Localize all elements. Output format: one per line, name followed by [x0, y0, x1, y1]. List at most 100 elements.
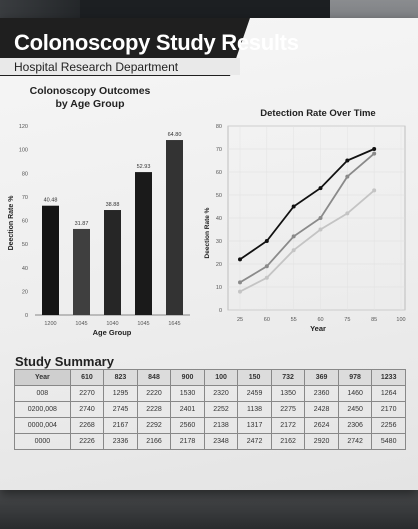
bar-chart-x-tick: 1045 [75, 321, 87, 327]
summary-table: Year 610 823 848 900 100 150 732 369 978 1233 008 2… [14, 369, 406, 450]
line-chart-y-tick: 20 [216, 262, 222, 268]
table-header-row: Year 610 823 848 900 100 150 732 369 978 1233 [14, 369, 406, 386]
bar-chart-x-tick: 1040 [106, 321, 118, 327]
bar-chart-y-tick: 80 [22, 171, 28, 177]
table-cell: 2275 [270, 401, 306, 418]
table-cell: 2256 [371, 417, 406, 434]
table-header-cell: 848 [136, 369, 172, 386]
table-cell: 0000,004 [14, 417, 71, 434]
data-point [238, 257, 242, 262]
table-header-cell: 900 [170, 369, 205, 386]
table-cell: 2172 [270, 417, 306, 434]
summary-title: Study Summary [15, 354, 114, 369]
page-subtitle: Hospital Research Department [14, 60, 179, 74]
data-point [372, 151, 377, 156]
series-line [239, 189, 375, 293]
bar-value-label: 40.48 [44, 198, 58, 204]
table-cell: 2228 [136, 401, 172, 418]
line-chart-x-tick: 100 [396, 317, 405, 323]
subtitle-strip [0, 58, 240, 75]
table-cell: 2740 [69, 401, 105, 418]
data-point [264, 264, 269, 269]
bar [42, 205, 59, 315]
line-chart-x-tick: 60 [264, 317, 270, 323]
line-chart-y-tick: 50 [216, 193, 222, 199]
table-cell: 2360 [304, 385, 339, 402]
line-chart-x-tick: 85 [371, 317, 377, 323]
line-chart-y-tick: 80 [216, 124, 222, 130]
data-point [291, 234, 296, 239]
table-cell: 2920 [304, 433, 339, 450]
bar-chart-x-tick: 1645 [168, 321, 180, 327]
table-header-cell: 823 [103, 369, 138, 386]
table-cell: 2348 [203, 433, 239, 450]
table-cell: 2459 [237, 385, 272, 402]
bar-chart-title: by Age Group [55, 98, 124, 110]
table-row: 0000,004 2268 2167 2292 2560 2138 1317 2172 2624… [14, 417, 406, 434]
table-header-cell: 1233 [371, 369, 406, 386]
line-chart-x-tick: 75 [344, 317, 350, 323]
table-row: 0200,008 2740 2745 2228 2401 2252 1138 2275 2428… [14, 401, 406, 418]
table-header-cell: 150 [237, 369, 272, 386]
table-cell: 2162 [270, 433, 306, 450]
line-chart-title: Detection Rate Over Time [260, 108, 375, 119]
bar-value-label: 38.88 [106, 202, 120, 208]
table-cell: 2268 [69, 417, 105, 434]
bar-chart-y-tick: 70 [22, 195, 28, 201]
bar [166, 140, 183, 315]
data-point [291, 248, 296, 253]
table-cell: 2320 [203, 385, 239, 402]
table-cell: 1317 [237, 417, 272, 434]
series-line [239, 148, 375, 261]
table-header-cell: 978 [337, 369, 373, 386]
table-body: 008 2270 1295 2220 1530 2320 2459 1350 2360 1460 1… [14, 385, 406, 450]
line-chart-x-tick: 55 [291, 317, 297, 323]
line-chart-x-label: Year [310, 324, 326, 333]
background-floor [0, 488, 418, 529]
table-cell: 5480 [371, 433, 406, 450]
table-cell: 2336 [103, 433, 138, 450]
bar-chart-x-tick: 1045 [137, 321, 149, 327]
table-cell: 2401 [170, 401, 205, 418]
data-point [238, 289, 242, 294]
table-cell: 2306 [337, 417, 373, 434]
table-cell: 2252 [203, 401, 239, 418]
table-cell: 0200,008 [14, 401, 71, 418]
line-chart-y-tick: 70 [216, 147, 222, 153]
data-point [264, 275, 269, 280]
table-cell: 1350 [270, 385, 306, 402]
data-point [238, 280, 242, 285]
table-cell: 0000 [14, 433, 71, 450]
bar-chart-y-tick: 0 [25, 313, 28, 319]
line-chart-y-label: Deection Rate % [204, 207, 211, 258]
line-chart-y-tick: 60 [216, 170, 222, 176]
data-point [291, 204, 296, 209]
data-point [318, 227, 323, 232]
table-cell: 2166 [136, 433, 172, 450]
line-chart-y-tick: 30 [216, 239, 222, 245]
line-chart-x-tick: 25 [237, 317, 243, 323]
table-cell: 2428 [304, 401, 339, 418]
table-header-year: Year [14, 369, 71, 386]
bar [104, 210, 121, 315]
table-cell: 2170 [371, 401, 406, 418]
table-header-cell: 732 [270, 369, 306, 386]
table-cell: 2472 [237, 433, 272, 450]
table-cell: 2270 [69, 385, 105, 402]
table-header-cell: 610 [69, 369, 105, 386]
line-chart-y-tick: 0 [219, 308, 222, 314]
table-cell: 1264 [371, 385, 406, 402]
table-cell: 2178 [170, 433, 205, 450]
table-cell: 2624 [304, 417, 339, 434]
bar-chart-y-tick: 120 [19, 124, 28, 130]
bar-chart-y-tick: 100 [19, 148, 28, 154]
bar-chart-x-label: Age Group [93, 328, 132, 337]
table-cell: 1530 [170, 385, 205, 402]
data-point [372, 188, 377, 193]
table-cell: 1460 [337, 385, 373, 402]
data-point [345, 211, 350, 216]
series-line [239, 152, 375, 284]
bar-value-label: 31.87 [75, 221, 89, 227]
bar [135, 172, 152, 315]
